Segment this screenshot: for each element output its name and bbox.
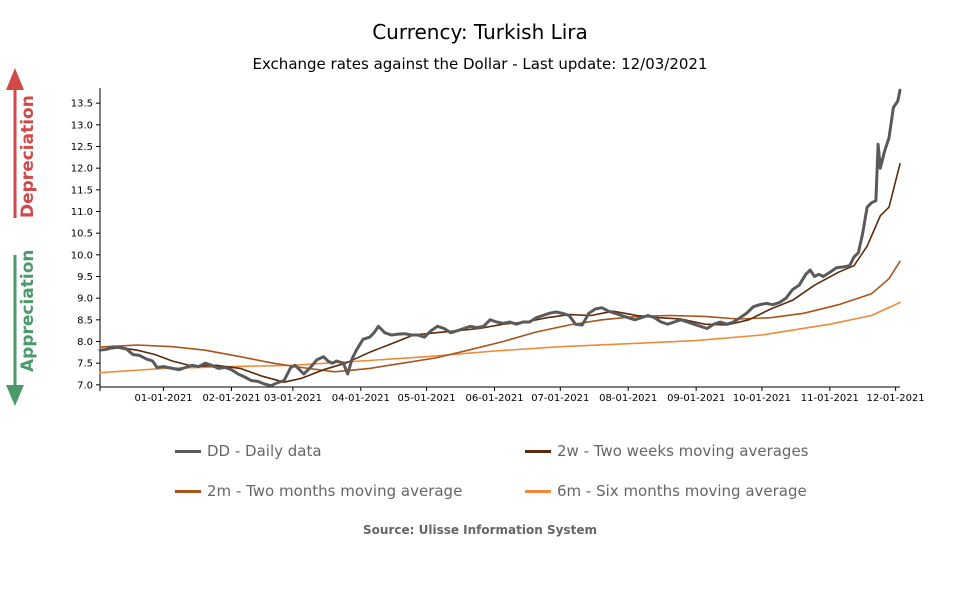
appreciation-label: Appreciation (18, 249, 38, 372)
x-tick-label: 10-01-2021 (733, 393, 791, 404)
x-tick-label: 03-01-2021 (264, 393, 322, 404)
x-tick-label: 04-01-2021 (332, 393, 390, 404)
appreciation-arrow-head (6, 385, 24, 406)
y-tick-label: 11.5 (71, 185, 93, 196)
x-tick-label: 02-01-2021 (202, 393, 260, 404)
x-tick-label: 07-01-2021 (531, 393, 589, 404)
source-note: Source: Ulisse Information System (363, 523, 597, 537)
chart-subtitle: Exchange rates against the Dollar - Last… (252, 55, 708, 73)
direction-arrows (6, 68, 24, 406)
y-tick-label: 10.0 (71, 250, 93, 261)
y-tick-label: 8.0 (77, 337, 93, 348)
series-layer (98, 88, 902, 388)
y-tick-label: 11.0 (71, 207, 93, 218)
depreciation-label: Depreciation (18, 95, 38, 218)
y-tick-label: 8.5 (77, 315, 93, 326)
x-tick-label: 08-01-2021 (599, 393, 657, 404)
y-tick-label: 13.0 (71, 120, 93, 131)
x-tick-label: 05-01-2021 (398, 393, 456, 404)
y-tick-label: 13.5 (71, 99, 93, 110)
axes: 7.0 7.5 8.0 8.5 9.0 9.5 10.0 10.5 11.0 11.5 12.0 12… (71, 88, 925, 404)
y-tick-label: 12.0 (71, 164, 93, 175)
series-line-2 (99, 260, 901, 373)
y-tick-label: 9.0 (77, 294, 93, 305)
x-tick-label: 06-01-2021 (465, 393, 523, 404)
x-tick-label: 12-01-2021 (867, 393, 925, 404)
y-tick-label: 12.5 (71, 142, 93, 153)
y-tick-label: 7.5 (77, 359, 93, 370)
chart-title: Currency: Turkish Lira (372, 20, 588, 44)
x-tick-label: 09-01-2021 (667, 393, 725, 404)
x-tick-label: 01-01-2021 (134, 393, 192, 404)
series-line-1 (99, 163, 901, 383)
series-line-3 (99, 301, 901, 374)
y-tick-label: 10.5 (71, 229, 93, 240)
depreciation-arrow-head (6, 68, 24, 90)
x-tick-label: 11-01-2021 (801, 393, 859, 404)
series-line-0 (98, 88, 902, 388)
y-tick-label: 9.5 (77, 272, 93, 283)
y-tick-label: 7.0 (77, 380, 93, 391)
